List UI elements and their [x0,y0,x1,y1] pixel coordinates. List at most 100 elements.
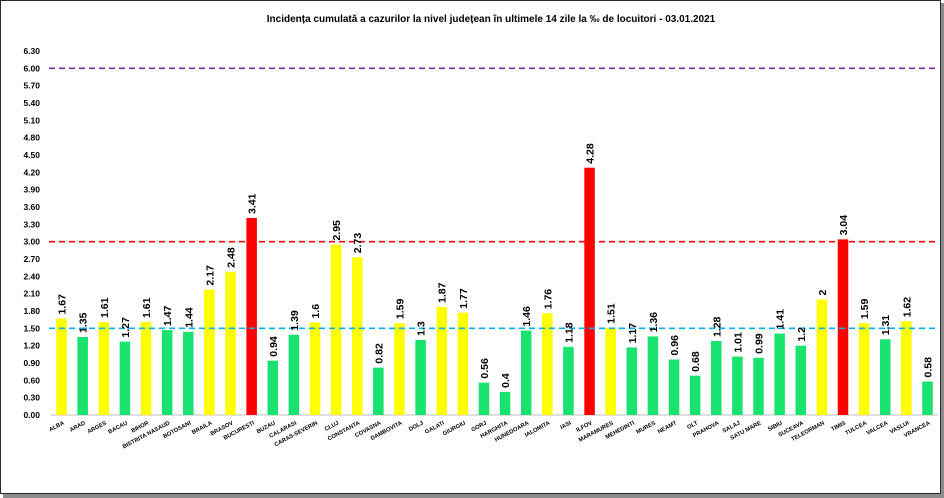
bar-dolj [415,339,426,415]
data-label-caras-severin: 1.6 [310,304,322,319]
y-tick-label: 3.30 [23,219,40,229]
y-tick-label: 3.60 [23,202,40,212]
data-label-cluj: 2.95 [331,220,343,241]
bar-ilfov [584,167,595,415]
bar-tulcea [858,323,870,415]
bar-sibiu [774,333,785,415]
data-label-arges: 1.61 [99,297,111,318]
bar-gorj [478,382,490,415]
y-tick-label: 5.70 [23,81,40,91]
data-label-bistrita-nasaud: 1.47 [162,305,174,326]
bar-ialomita [542,313,553,415]
data-label-iasi: 1.18 [563,322,575,343]
bar-alba [56,318,67,415]
data-label-giurgiu: 1.77 [458,288,470,309]
bar-prahova [711,341,722,415]
data-label-salaj: 1.01 [732,332,744,353]
data-label-alba: 1.67 [57,294,69,315]
data-label-maramures: 1.51 [606,303,618,324]
bar-timis [837,239,849,415]
data-label-vaslui: 1.62 [901,297,913,318]
reference-lines [49,67,937,330]
data-label-timis: 3.04 [838,215,850,236]
data-label-harghita: 0.4 [500,373,512,388]
y-tick-label: 6.00 [23,63,40,73]
data-label-covasna: 0.82 [373,343,385,364]
y-tick-label: 5.40 [23,98,40,108]
data-label-constanta: 2.73 [352,233,364,254]
bar-botosani [183,331,194,415]
data-label-arad: 1.35 [78,312,90,333]
data-label-mehedinti: 1.17 [627,323,639,344]
y-tick-label: 3.00 [23,237,40,247]
y-tick-label: 4.50 [23,150,40,160]
y-tick-label: 2.40 [23,271,40,281]
bar-vrancea [922,381,933,415]
bar-mehedinti [626,347,638,415]
data-label-satu-mare: 0.99 [754,333,766,354]
bar-olt [689,375,701,415]
bar-arad [77,337,88,415]
y-tick-label: 5.10 [23,115,40,125]
data-label-bacau: 1.27 [120,317,132,338]
data-label-buzau: 0.94 [268,336,280,357]
bar-mures [647,336,659,415]
bar-teleorman [816,299,828,415]
bar-dambovita [394,323,405,415]
data-label-suceava: 1.2 [796,327,808,342]
data-label-ilfov: 4.28 [585,143,597,164]
bar-bistrita-nasaud [161,330,173,415]
data-label-tulcea: 1.59 [859,299,871,320]
y-tick-label: 6.30 [23,46,40,56]
bar-buzau [267,360,279,415]
y-tick-label: 0.00 [23,410,40,420]
data-label-brasov: 2.48 [226,247,238,268]
y-tick-label: 0.30 [23,393,40,403]
bar-satu-mare [753,357,764,415]
y-tick-label: 3.90 [23,185,40,195]
bar-salaj [732,356,743,415]
bar-maramures [605,327,616,415]
data-label-galati: 1.87 [437,282,449,303]
bars [56,167,933,415]
data-label-bihor: 1.61 [141,297,153,318]
bar-bucuresti [246,217,257,415]
bar-brasov [225,271,236,415]
bar-suceava [795,345,807,415]
bar-cluj [330,244,342,415]
bar-iasi [563,346,574,415]
data-label-olt: 0.68 [690,351,702,372]
bar-galati [436,306,447,415]
y-axis: 0.00 0.30 0.60 0.90 1.20 1.50 1.80 2.10 2.40 2.70… [23,46,40,420]
bar-arges [98,321,110,415]
y-tick-label: 0.90 [23,358,40,368]
y-tick-label: 1.50 [23,323,40,333]
y-tick-label: 1.80 [23,306,40,316]
bar-bihor [140,321,152,415]
data-label-botosani: 1.44 [183,307,195,328]
data-label-prahova: 1.28 [711,316,723,337]
y-tick-label: 2.10 [23,289,40,299]
bar-bacau [119,341,131,415]
data-label-hunedoara: 1.46 [521,306,533,327]
y-tick-label: 1.20 [23,341,40,351]
bar-vaslui [901,321,912,415]
y-tick-label: 4.80 [23,133,40,143]
data-label-ialomita: 1.76 [542,289,554,310]
data-labels: 1.67 1.35 1.61 1.27 1.61 1.47 1.44 2.17 2.48 3.41… [57,143,935,388]
data-label-bucuresti: 3.41 [247,193,259,214]
data-label-valcea: 1.31 [880,315,892,336]
data-label-vrancea: 0.58 [922,357,934,378]
data-label-teleorman: 2 [817,289,829,295]
bar-giurgiu [457,312,469,415]
x-tick-label-olt: OLT [686,420,699,431]
x-tick-label-iasi: IASI [560,420,573,431]
data-label-sibiu: 1.41 [775,309,787,330]
y-tick-label: 4.20 [23,167,40,177]
y-tick-label: 2.70 [23,254,40,264]
data-label-dambovita: 1.59 [394,299,406,320]
data-label-mures: 1.36 [648,312,660,333]
data-label-calarasi: 1.39 [289,310,301,331]
